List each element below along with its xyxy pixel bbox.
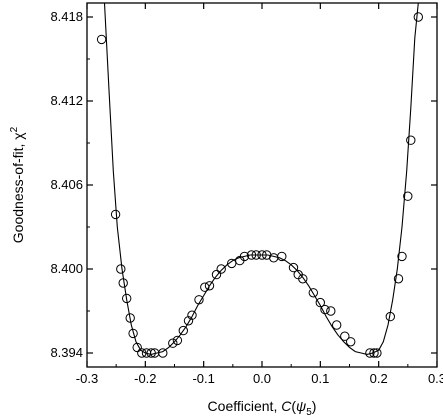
data-point: [146, 348, 156, 358]
y-axis-label-prefix: Goodness-of-fit,: [10, 140, 26, 244]
data-point: [204, 281, 215, 291]
data-point: [110, 209, 121, 220]
data-point: [277, 251, 287, 262]
data-points-layer: [96, 12, 423, 358]
data-point: [137, 348, 147, 358]
data-point: [96, 34, 107, 45]
data-point: [132, 342, 142, 353]
x-axis-label-subscript: 5: [306, 407, 312, 416]
fit-curve: [103, 2, 419, 355]
x-axis-label-close: ): [312, 398, 317, 414]
x-axis-ticks: -0.3 -0.2 -0.1 0.0 0.1 0.2 0.3: [76, 3, 443, 386]
fit-curve-layer: [103, 2, 419, 355]
data-point: [227, 258, 237, 269]
data-point: [403, 191, 413, 201]
plot-frame: [86, 2, 438, 368]
data-point: [406, 135, 416, 145]
data-point: [178, 325, 189, 336]
data-point: [397, 251, 407, 262]
data-point: [393, 274, 404, 284]
x-tick-label: -0.2: [134, 371, 156, 386]
x-axis-label-psi: ψ: [296, 398, 306, 414]
data-point: [216, 264, 226, 274]
x-tick-label: 0.2: [370, 371, 388, 386]
data-point: [168, 338, 178, 348]
y-tick-label: 8.418: [50, 9, 83, 24]
data-point: [118, 278, 128, 288]
y-tick-label: 8.394: [50, 345, 83, 360]
data-point: [257, 250, 267, 260]
y-tick-label: 8.400: [50, 261, 83, 276]
data-point: [320, 304, 330, 315]
data-point: [187, 310, 197, 320]
data-point: [122, 293, 132, 304]
data-point: [269, 253, 279, 263]
data-point: [315, 297, 325, 308]
y-axis-label: Goodness-of-fit, χ2: [9, 126, 26, 243]
data-point: [128, 328, 138, 339]
data-point: [372, 348, 382, 358]
x-tick-label: 0.1: [311, 371, 329, 386]
data-point: [308, 288, 318, 298]
data-point: [158, 348, 168, 358]
data-point: [346, 337, 356, 347]
data-point: [340, 331, 350, 341]
x-axis-label-prefix: Coefficient,: [208, 398, 282, 414]
data-point: [288, 262, 299, 273]
data-point: [239, 251, 250, 262]
data-point: [298, 274, 308, 284]
y-tick-label: 8.412: [50, 93, 83, 108]
data-point: [125, 313, 135, 323]
x-axis-label-open: (: [291, 398, 296, 414]
x-tick-label: 0.3: [428, 371, 443, 386]
data-point: [194, 295, 204, 305]
data-point: [326, 306, 336, 316]
x-axis-label-function: C: [281, 398, 292, 414]
data-point: [211, 269, 222, 280]
y-tick-label: 8.406: [50, 177, 83, 192]
y-axis-label-superscript: 2: [9, 126, 20, 132]
data-point: [365, 348, 375, 358]
x-axis-label: Coefficient, C(ψ5): [208, 398, 317, 416]
x-tick-label: -0.3: [76, 371, 98, 386]
data-point: [413, 12, 423, 22]
data-point: [369, 348, 379, 358]
data-point: [172, 335, 183, 346]
x-tick-label: -0.1: [192, 371, 214, 386]
data-point: [251, 250, 261, 260]
data-point: [183, 316, 194, 326]
y-axis-label-chi: χ: [10, 132, 26, 140]
data-point: [246, 250, 257, 260]
y-axis-ticks: 8.394 8.400 8.406 8.412 8.418: [50, 9, 437, 360]
data-point: [116, 264, 126, 274]
data-point: [385, 311, 395, 322]
data-point: [200, 282, 210, 292]
data-point: [332, 320, 342, 330]
x-tick-label: 0.0: [253, 371, 271, 386]
